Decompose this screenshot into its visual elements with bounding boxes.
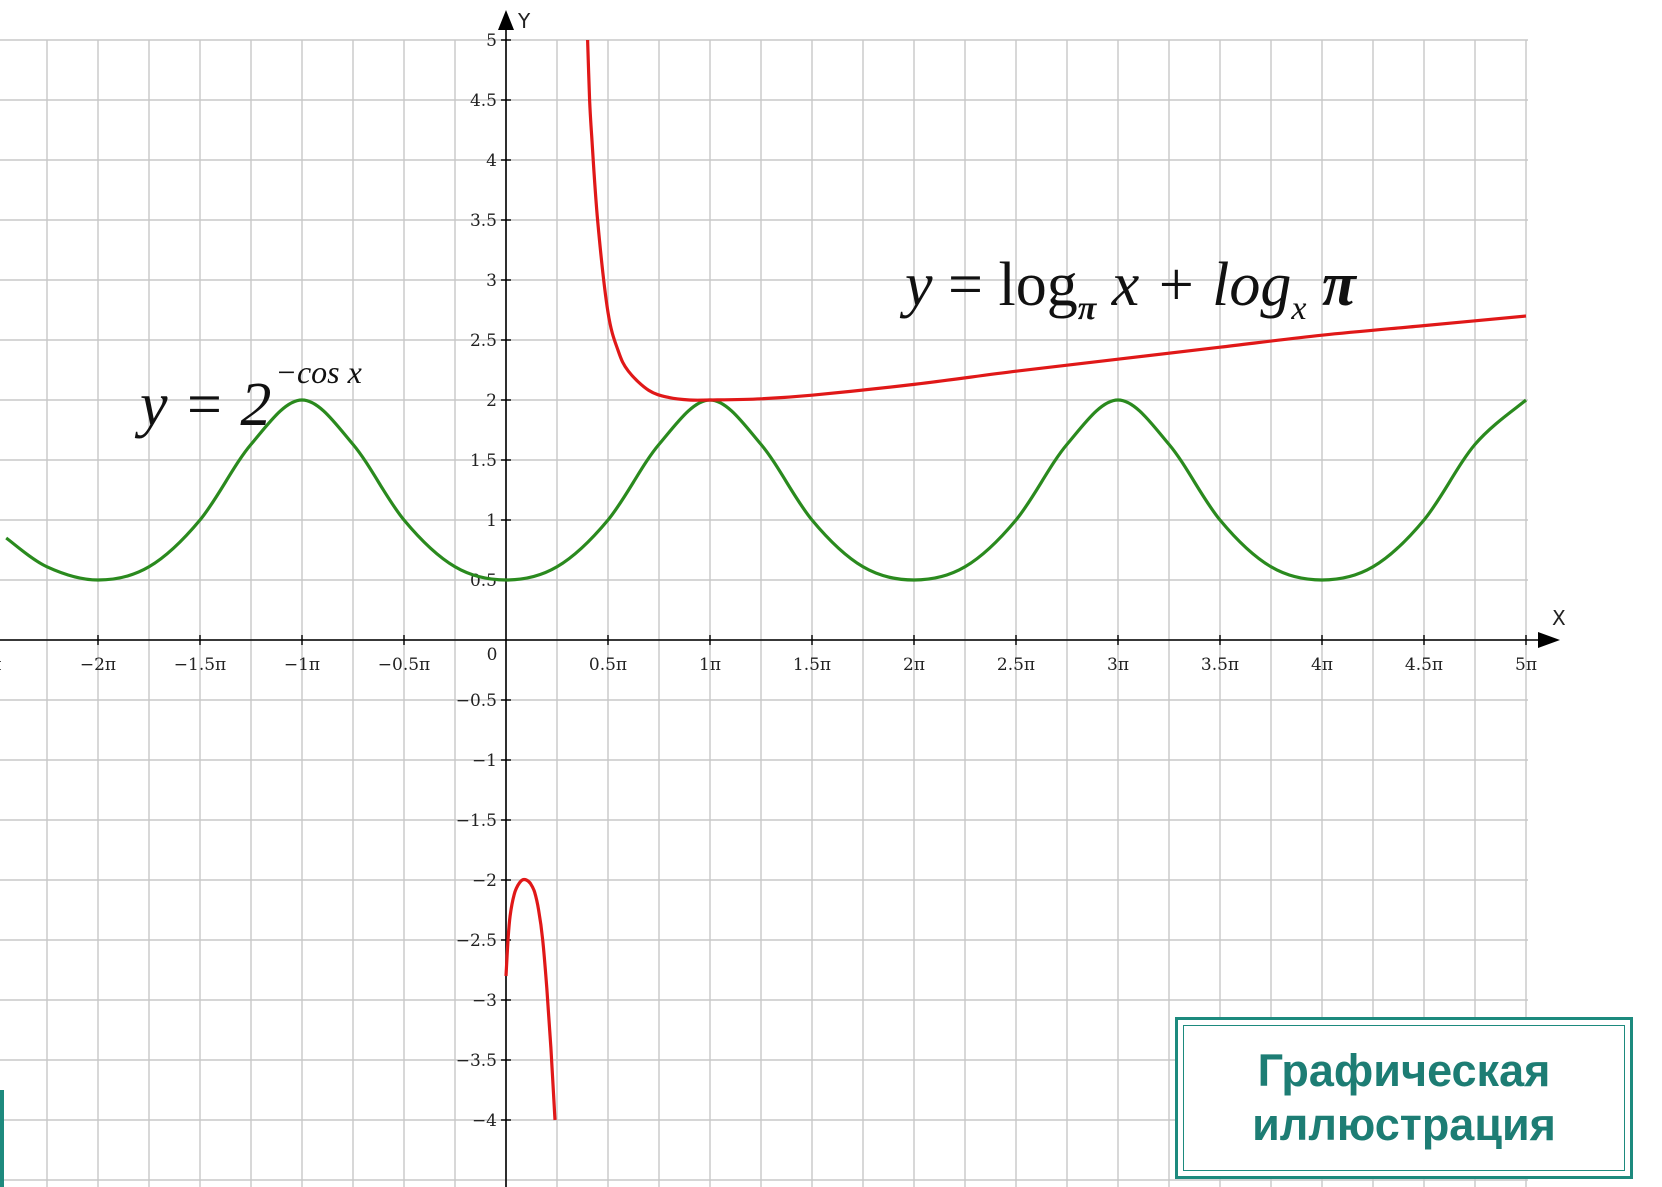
y-tick-label: 2.5 — [470, 331, 497, 351]
formula-cos-exponent: −cos x — [275, 354, 361, 390]
x-tick-label: 5π — [1515, 655, 1537, 675]
x-tick-label: 1π — [699, 655, 721, 675]
x-tick-label: 0.5π — [589, 655, 627, 675]
y-tick-label: −4 — [472, 1111, 497, 1131]
formula-log-x-plus: x + log — [1096, 251, 1291, 319]
x-tick-label: 3π — [1107, 655, 1129, 675]
y-tick-label: 1 — [486, 511, 497, 531]
caption-badge-inner: Графическая иллюстрация — [1183, 1025, 1625, 1171]
formula-log-base-pi: π — [1078, 290, 1098, 327]
formula-log-y: y — [899, 251, 933, 319]
x-tick-label: 1.5π — [793, 655, 831, 675]
ticks: π−2π−1.5π−1π−0.5π0.5π1π1.5π2π2.5π3π3.5π4… — [0, 31, 1537, 1131]
origin-label: 0 — [487, 645, 498, 665]
y-tick-label: 1.5 — [470, 451, 497, 471]
x-tick-label: 2π — [903, 655, 925, 675]
x-tick-label: 4.5π — [1405, 655, 1443, 675]
y-tick-label: −2.5 — [456, 931, 497, 951]
y-tick-label: 3 — [486, 271, 497, 291]
y-tick-label: 4 — [486, 151, 497, 171]
grid — [0, 39, 1528, 1187]
x-axis-label: X — [1552, 606, 1566, 630]
y-tick-label: 5 — [486, 31, 497, 51]
slide-accent-bar — [0, 1090, 4, 1187]
caption-line-1: Графическая — [1257, 1045, 1551, 1096]
formula-cos: y = 2 −cos x — [134, 354, 362, 439]
x-tick-label: −1.5π — [174, 655, 226, 675]
y-tick-label: −2 — [472, 871, 497, 891]
formula-log: y = logπ x + logx π — [899, 251, 1358, 327]
y-axis-arrow — [498, 10, 514, 30]
y-tick-label: −0.5 — [456, 691, 497, 711]
x-tick-label: π — [0, 655, 2, 675]
y-tick-label: −1 — [472, 751, 497, 771]
formula-log-eq: = log — [933, 251, 1078, 319]
formula-log-base-x: x — [1290, 290, 1306, 327]
x-tick-label: 2.5π — [997, 655, 1035, 675]
y-tick-label: 4.5 — [470, 91, 497, 111]
caption-badge: Графическая иллюстрация — [1175, 1017, 1633, 1179]
y-tick-label: −3 — [472, 991, 497, 1011]
x-tick-label: 3.5π — [1201, 655, 1239, 675]
x-axis-arrow — [1538, 632, 1560, 648]
formula-cos-lhs: y = 2 — [134, 371, 271, 439]
caption-line-2: иллюстрация — [1252, 1099, 1556, 1150]
series-cos-curve — [5, 398, 1528, 582]
series-log-curve-upper — [586, 39, 1527, 402]
y-axis-label: Y — [517, 9, 531, 33]
x-tick-label: −2π — [80, 655, 116, 675]
y-tick-label: 3.5 — [470, 211, 497, 231]
x-tick-label: 4π — [1311, 655, 1333, 675]
y-tick-label: −1.5 — [456, 811, 497, 831]
x-tick-label: −0.5π — [378, 655, 430, 675]
curves — [5, 39, 1528, 1121]
y-tick-label: −3.5 — [456, 1051, 497, 1071]
y-tick-label: 2 — [486, 391, 497, 411]
x-tick-label: −1π — [284, 655, 320, 675]
series-log-curve-lower — [504, 877, 557, 1121]
axes: XY — [0, 9, 1566, 1187]
formula-log-pi: π — [1306, 251, 1358, 319]
